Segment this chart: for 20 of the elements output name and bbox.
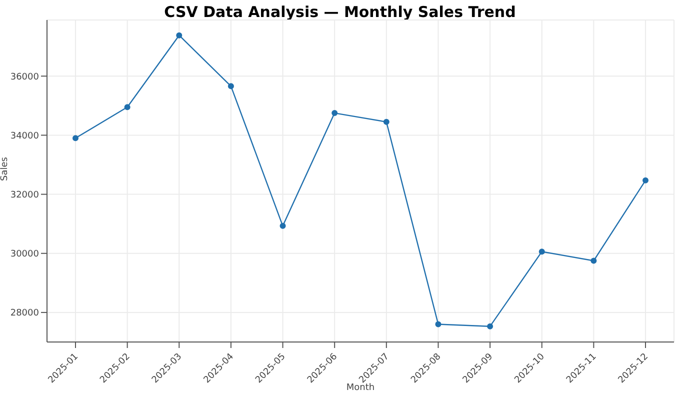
y-tick-label: 34000 — [10, 131, 40, 142]
y-tick-label: 30000 — [10, 250, 40, 260]
point — [72, 135, 78, 142]
point — [642, 177, 648, 184]
point — [538, 248, 545, 255]
chart-title: CSV Data Analysis — Monthly Sales Trend — [163, 3, 517, 21]
point — [280, 222, 286, 229]
point — [590, 258, 597, 264]
point — [435, 321, 442, 328]
point — [383, 118, 390, 125]
y-tick-label: 28000 — [10, 308, 40, 319]
x-axis-title: Month — [346, 383, 375, 393]
point — [176, 32, 182, 38]
y-tick-label: 36000 — [10, 72, 40, 82]
point — [228, 83, 234, 90]
point — [487, 323, 494, 330]
y-tick-label: 32000 — [10, 190, 40, 200]
point — [332, 110, 338, 116]
y-axis-title: Sales — [0, 156, 10, 181]
point — [124, 104, 130, 110]
